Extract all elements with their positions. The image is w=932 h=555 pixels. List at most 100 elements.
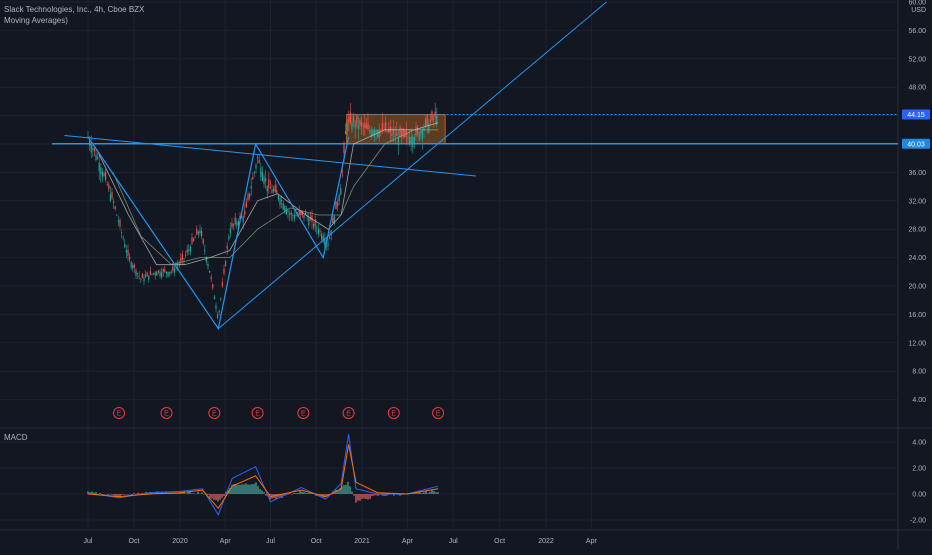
candle-body (204, 250, 206, 252)
macd-histogram-bar (373, 494, 375, 496)
macd-tick-label: -2.00 (910, 518, 926, 525)
macd-histogram-bar (365, 494, 367, 500)
macd-histogram-bar (255, 482, 257, 494)
macd-histogram-bar (195, 493, 197, 495)
candle-body (164, 269, 166, 272)
macd-histogram-bar (133, 493, 135, 494)
candle-body (186, 249, 188, 253)
macd-histogram-bar (357, 494, 359, 501)
candle-body (436, 115, 438, 125)
candle-body (420, 130, 422, 134)
candle-body (393, 129, 395, 135)
candle-body (157, 270, 159, 272)
macd-histogram-bar (249, 484, 251, 494)
macd-histogram-bar (147, 493, 149, 494)
macd-histogram-bar (275, 494, 277, 500)
macd-histogram-bar (257, 486, 259, 494)
macd-histogram-bar (109, 493, 111, 495)
macd-histogram-bar (261, 490, 263, 494)
time-tick-label: 2022 (538, 538, 554, 545)
candle-body (116, 214, 118, 216)
candle-body (245, 201, 247, 208)
moving-average-line (112, 129, 439, 266)
macd-histogram-bar (265, 494, 267, 496)
macd-histogram-bar (237, 484, 239, 494)
macd-histogram-bar (351, 491, 353, 494)
candle-body (149, 271, 151, 275)
candle-body (362, 125, 364, 128)
zigzag-pattern-line (87, 136, 350, 331)
symbol-title[interactable]: Slack Technologies, Inc., 4h, Cboe BZX (4, 5, 145, 14)
candle-body (399, 127, 401, 137)
candle-body (225, 261, 227, 267)
macd-histogram-bar (203, 493, 205, 495)
candle-body (135, 270, 137, 276)
candle-body (274, 184, 276, 193)
macd-histogram-bar (427, 493, 429, 494)
macd-histogram-bar (437, 492, 439, 494)
candle-body (341, 170, 343, 172)
candle-body (247, 194, 249, 201)
candle-body (386, 131, 388, 132)
price-tick-label: 24.00 (908, 255, 926, 262)
price-tag (902, 109, 930, 120)
candle-body (306, 216, 308, 218)
price-tick-label: 4.00 (912, 397, 926, 404)
candle-body (146, 272, 148, 277)
candle-body (266, 185, 268, 192)
earnings-marker-label: E (212, 411, 217, 418)
macd-histogram-bar (227, 489, 229, 494)
candle-body (415, 127, 417, 136)
candle-body (367, 123, 369, 130)
candle-body (269, 187, 271, 189)
candle-body (221, 282, 223, 287)
macd-histogram-bar (325, 494, 327, 497)
candle-body (145, 275, 147, 277)
candle-body (425, 118, 427, 127)
macd-histogram-bar (367, 494, 369, 500)
candle-body (209, 270, 211, 273)
candle-body (229, 228, 231, 234)
candle-body (375, 129, 377, 134)
macd-histogram-bar (415, 492, 417, 494)
candle-body (183, 258, 185, 259)
candle-body (119, 220, 121, 227)
macd-histogram-bar (135, 493, 137, 495)
candle-body (396, 131, 398, 136)
candle-body (276, 190, 278, 194)
candle-body (407, 136, 409, 138)
macd-histogram-bar (371, 494, 373, 497)
candle-body (113, 201, 115, 203)
macd-histogram-bar (347, 481, 349, 494)
candle-body (300, 211, 302, 215)
candle-body (253, 172, 255, 173)
macd-histogram-bar (115, 494, 117, 497)
price-tick-label: 48.00 (908, 85, 926, 92)
candle-body (287, 211, 289, 213)
candle-body (233, 224, 235, 226)
macd-histogram-bar (303, 491, 305, 494)
macd-histogram-bar (291, 494, 293, 495)
earnings-marker-label: E (391, 411, 396, 418)
macd-histogram-bar (95, 492, 97, 494)
macd-histogram-bar (235, 484, 237, 494)
macd-histogram-bar (277, 494, 279, 498)
macd-histogram-bar (99, 492, 101, 494)
macd-histogram-bar (419, 492, 421, 494)
candle-body (138, 275, 140, 277)
earnings-marker-label: E (164, 411, 169, 418)
candle-body (181, 254, 183, 260)
indicator-label[interactable]: Moving Averages) (4, 16, 68, 25)
candle-body (210, 276, 212, 280)
candle-body (129, 256, 131, 260)
candle-body (132, 264, 134, 269)
macd-label[interactable]: MACD (4, 433, 28, 442)
macd-histogram-bar (299, 490, 301, 494)
candle-body (178, 263, 180, 265)
moving-average-line (97, 122, 439, 266)
macd-histogram-bar (361, 494, 363, 499)
candle-body (313, 223, 315, 228)
candle-body (193, 238, 195, 241)
